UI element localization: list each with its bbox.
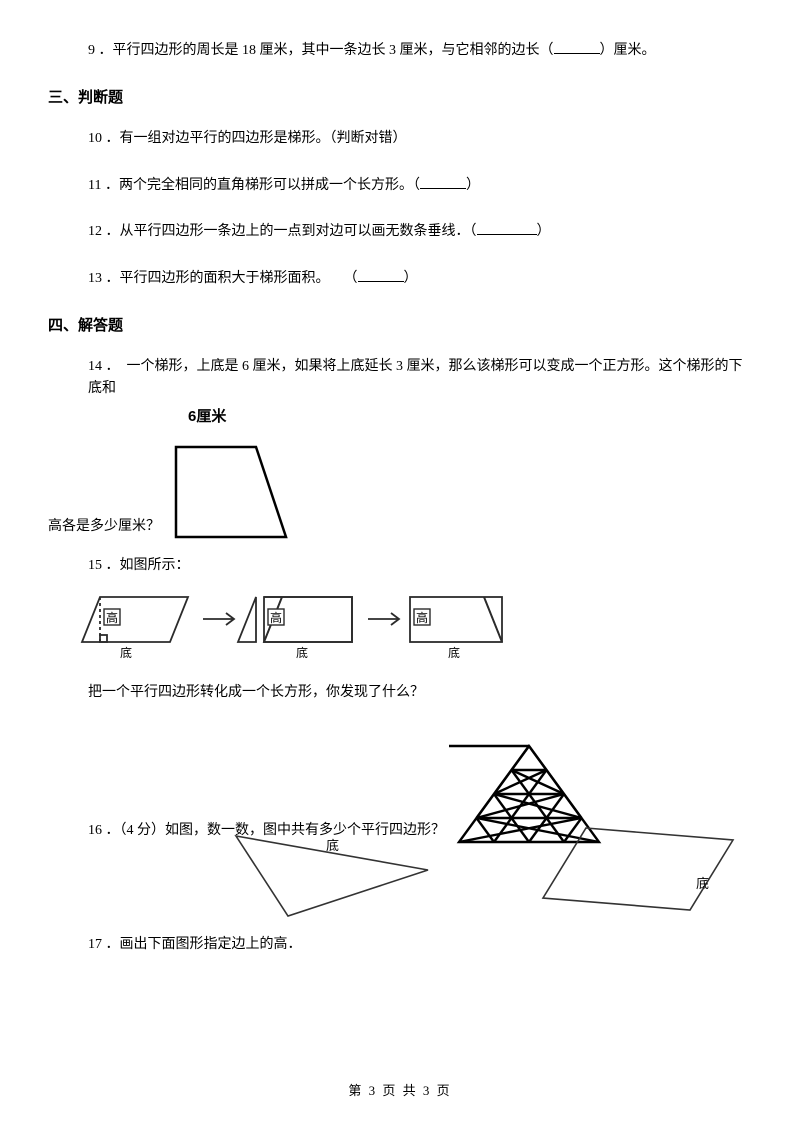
q15-text-b: 把一个平行四边形转化成一个长方形，你发现了什么？ (88, 682, 752, 704)
q14-tail-text: 高各是多少厘米？ (48, 516, 160, 538)
q12-text-b: ） (537, 224, 551, 239)
question-10: 10 ．有一组对边平行的四边形是梯形。（判断对错） (88, 128, 752, 150)
q13-text-a: ．平行四边形的面积大于梯形面积。 （ (106, 271, 358, 286)
q11-text-a: ．两个完全相同的直角梯形可以拼成一个长方形。（ (105, 178, 420, 193)
q15-di2: 底 (296, 645, 308, 659)
question-13: 13 ．平行四边形的面积大于梯形面积。 （ ） (88, 268, 752, 290)
q12-num: 12 (88, 224, 102, 239)
section-3-header: 三、判断题 (48, 86, 752, 110)
q14-trapezoid-svg (156, 429, 296, 539)
q9-text-a: ．平行四边形的周长是 18 厘米，其中一条边长 3 厘米，与它相邻的边长（ (99, 43, 554, 58)
question-12: 12 ．从平行四边形一条边上的一点到对边可以画无数条垂线．（ ） (88, 221, 752, 243)
q10-text: ．有一组对边平行的四边形是梯形。（判断对错） (106, 131, 407, 146)
q10-num: 10 (88, 131, 102, 146)
q17-text: ．画出下面图形指定边上的高． (106, 937, 302, 952)
q13-num: 13 (88, 271, 102, 286)
q17-para-svg: 底 (538, 818, 738, 923)
arrow-icon (203, 613, 234, 625)
q17-num: 17 (88, 937, 102, 952)
q15-gao1: 高 (106, 610, 118, 625)
q17-tri-di-label: 底 (326, 838, 339, 853)
q14-num: 14 (88, 359, 102, 374)
q16-num: 16 (88, 823, 102, 838)
right-angle-icon (100, 635, 107, 642)
question-15: 15 ．如图所示： (88, 555, 752, 577)
page-footer: 第 3 页 共 3 页 (0, 1081, 800, 1102)
question-9: 9 ．平行四边形的周长是 18 厘米，其中一条边长 3 厘米，与它相邻的边长（ ）… (88, 40, 752, 62)
q14-top-label: 6厘米 (188, 405, 752, 429)
q17-triangle-svg: 底 (228, 818, 458, 928)
q11-blank[interactable] (420, 175, 466, 189)
q13-text-b: ） (404, 271, 418, 286)
q11-text-b: ） (466, 178, 480, 193)
q17-para-di-label: 底 (696, 876, 709, 891)
q11-num: 11 (88, 178, 101, 193)
q9-text-b: ）厘米。 (600, 43, 656, 58)
q17-parallelogram (543, 828, 733, 910)
q13-blank[interactable] (358, 268, 404, 282)
q15-di1: 底 (120, 645, 132, 659)
q15-para1 (82, 597, 188, 642)
q15-diagram: 高 底 高 底 高 (78, 587, 752, 667)
question-14: 14 ． 一个梯形，上底是 6 厘米，如果将上底延长 3 厘米，那么该梯形可以变… (88, 356, 752, 539)
q15-text-a: ．如图所示： (106, 558, 190, 573)
arrow-icon-2 (368, 613, 399, 625)
trapezoid-shape (176, 447, 286, 537)
q9-num: 9 (88, 43, 95, 58)
q15-svg: 高 底 高 底 高 (78, 587, 508, 659)
q14-text-a: ． 一个梯形，上底是 6 厘米，如果将上底延长 3 厘米，那么该梯形可以变成一个… (88, 359, 743, 396)
q15-di3: 底 (448, 645, 460, 659)
q12-text-a: ．从平行四边形一条边上的一点到对边可以画无数条垂线．（ (106, 224, 477, 239)
q9-blank[interactable] (554, 40, 600, 54)
q12-blank[interactable] (477, 221, 537, 235)
q15-gao3: 高 (416, 610, 428, 625)
section-4-header: 四、解答题 (48, 314, 752, 338)
q15-gao2: 高 (270, 610, 282, 625)
question-11: 11 ．两个完全相同的直角梯形可以拼成一个长方形。（ ） (88, 175, 752, 197)
q15-tri-piece (238, 597, 256, 642)
q15-num: 15 (88, 558, 102, 573)
